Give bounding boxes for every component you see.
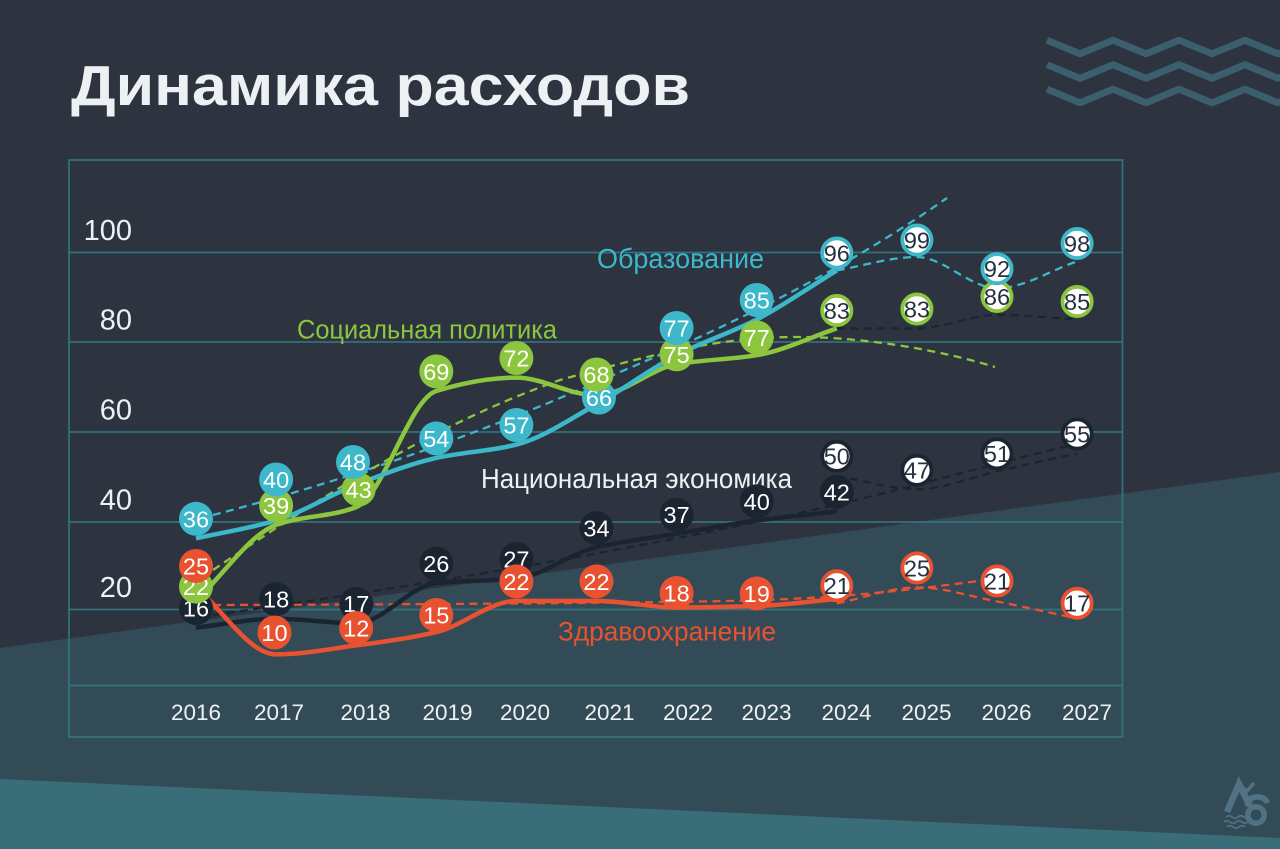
svg-text:2025: 2025: [901, 700, 951, 725]
svg-text:57: 57: [503, 413, 529, 439]
svg-text:12: 12: [343, 616, 369, 642]
svg-text:Национальная экономика: Национальная экономика: [481, 463, 792, 494]
svg-text:69: 69: [423, 359, 449, 385]
svg-text:Социальная политика: Социальная политика: [297, 315, 558, 345]
svg-text:Образование: Образование: [597, 243, 764, 274]
svg-text:18: 18: [263, 587, 289, 613]
svg-text:21: 21: [824, 573, 850, 599]
svg-text:19: 19: [744, 581, 770, 607]
svg-text:26: 26: [423, 551, 449, 577]
svg-text:40: 40: [744, 489, 770, 515]
svg-text:77: 77: [744, 325, 770, 351]
svg-text:51: 51: [984, 441, 1010, 467]
svg-text:72: 72: [503, 346, 529, 372]
svg-text:2026: 2026: [981, 700, 1031, 725]
svg-text:2018: 2018: [340, 700, 390, 725]
svg-text:47: 47: [904, 458, 930, 484]
svg-text:48: 48: [340, 450, 366, 476]
svg-text:2019: 2019: [422, 700, 472, 725]
svg-text:15: 15: [423, 603, 449, 629]
svg-text:42: 42: [824, 479, 850, 505]
svg-text:37: 37: [664, 502, 690, 528]
svg-text:22: 22: [583, 569, 609, 595]
svg-text:17: 17: [1064, 591, 1090, 617]
svg-text:10: 10: [261, 620, 287, 646]
svg-text:2021: 2021: [584, 700, 634, 725]
svg-text:54: 54: [423, 426, 449, 452]
svg-text:68: 68: [583, 362, 609, 388]
svg-text:22: 22: [503, 569, 529, 595]
svg-text:50: 50: [824, 444, 850, 470]
svg-text:77: 77: [664, 316, 690, 342]
svg-text:55: 55: [1064, 421, 1090, 447]
svg-text:43: 43: [346, 477, 372, 503]
svg-text:96: 96: [824, 240, 850, 266]
svg-text:99: 99: [904, 227, 930, 253]
svg-text:2027: 2027: [1062, 700, 1112, 725]
svg-text:2020: 2020: [500, 700, 550, 725]
svg-text:2016: 2016: [171, 700, 221, 725]
svg-text:60: 60: [100, 395, 132, 427]
svg-text:85: 85: [744, 288, 770, 314]
svg-text:39: 39: [263, 493, 289, 519]
svg-text:2017: 2017: [254, 700, 304, 725]
svg-text:83: 83: [904, 296, 930, 322]
svg-text:98: 98: [1064, 231, 1090, 257]
svg-text:40: 40: [100, 485, 132, 517]
svg-text:80: 80: [100, 305, 132, 337]
svg-text:25: 25: [183, 554, 209, 580]
svg-text:Здравоохранение: Здравоохранение: [558, 617, 776, 647]
svg-text:75: 75: [664, 342, 690, 368]
svg-text:18: 18: [664, 581, 690, 607]
svg-text:21: 21: [984, 568, 1010, 594]
svg-text:86: 86: [984, 284, 1010, 310]
svg-text:25: 25: [904, 555, 930, 581]
svg-text:2022: 2022: [663, 700, 713, 725]
svg-text:20: 20: [100, 572, 132, 604]
svg-text:Динамика расходов: Динамика расходов: [71, 54, 690, 118]
svg-text:2023: 2023: [741, 700, 791, 725]
svg-text:36: 36: [183, 506, 209, 532]
svg-text:34: 34: [583, 516, 609, 542]
svg-text:40: 40: [263, 467, 289, 493]
svg-text:83: 83: [824, 298, 850, 324]
svg-text:2024: 2024: [821, 700, 871, 725]
svg-text:85: 85: [1064, 289, 1090, 315]
svg-text:100: 100: [84, 215, 132, 247]
svg-text:92: 92: [984, 256, 1010, 282]
